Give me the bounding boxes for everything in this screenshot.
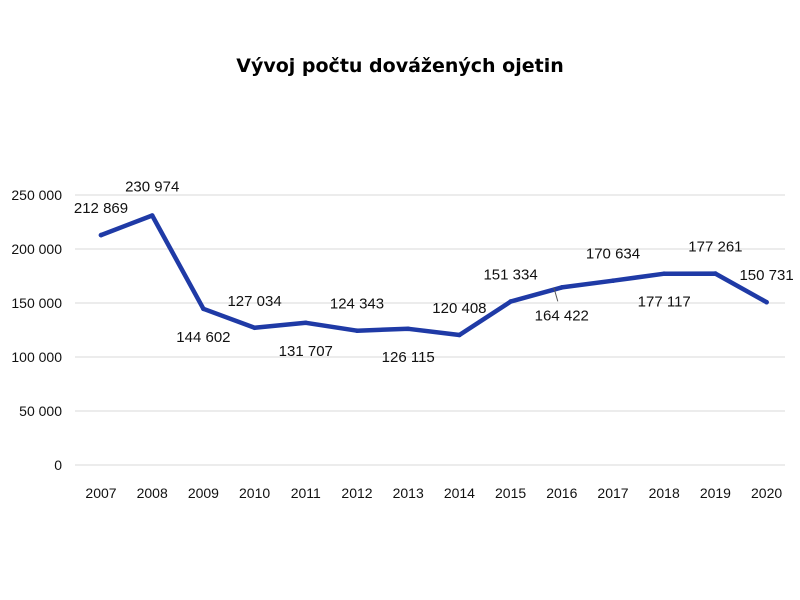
x-tick-label: 2014 [444, 485, 475, 501]
data-label: 170 634 [586, 246, 640, 263]
data-label: 177 117 [638, 294, 691, 311]
series-line [98, 213, 769, 338]
data-label: 151 334 [483, 267, 537, 284]
data-point [252, 325, 257, 331]
y-tick-label: 150 000 [11, 295, 62, 311]
y-tick-label: 50 000 [19, 403, 62, 419]
data-label: 126 115 [382, 349, 435, 366]
data-point [457, 332, 462, 338]
data-label: 177 261 [688, 239, 742, 256]
y-tick-label: 250 000 [11, 187, 62, 203]
x-tick-label: 2018 [649, 485, 680, 501]
x-tick-label: 2015 [495, 485, 526, 501]
data-point [764, 299, 769, 305]
data-point [201, 306, 206, 312]
chart-title: Vývoj počtu dovážených ojetin [236, 55, 564, 77]
x-tick-label: 2011 [291, 485, 321, 501]
y-tick-label: 0 [54, 457, 62, 473]
data-point [713, 271, 718, 276]
data-label: 230 974 [125, 179, 179, 196]
data-label: 150 731 [739, 267, 793, 284]
x-tick-label: 2017 [597, 485, 628, 501]
data-label: 212 869 [74, 200, 128, 217]
data-point [98, 232, 104, 238]
data-label: 124 343 [330, 296, 384, 313]
x-tick-label: 2008 [137, 485, 168, 501]
x-tick-label: 2012 [341, 485, 372, 501]
label-leader-line [553, 287, 559, 302]
y-tick-label: 200 000 [11, 241, 62, 257]
data-point [405, 326, 411, 332]
x-tick-label: 2013 [393, 485, 424, 501]
y-tick-label: 100 000 [11, 349, 62, 365]
x-tick-label: 2009 [188, 485, 219, 501]
data-point [661, 271, 667, 277]
x-tick-label: 2010 [239, 485, 270, 501]
data-point [559, 285, 565, 290]
x-tick-label: 2016 [546, 485, 577, 501]
data-point [610, 278, 616, 284]
x-tick-label: 2007 [85, 485, 116, 501]
x-tick-label: 2020 [751, 485, 782, 501]
data-point [303, 320, 309, 326]
x-tick-label: 2019 [700, 485, 731, 501]
data-label: 164 422 [535, 307, 589, 324]
data-label: 120 408 [432, 300, 486, 317]
data-point [354, 328, 360, 334]
data-label: 127 034 [227, 293, 281, 310]
data-label: 144 602 [176, 329, 230, 346]
data-point [508, 299, 513, 304]
data-label: 131 707 [279, 343, 333, 360]
data-point [149, 213, 155, 218]
